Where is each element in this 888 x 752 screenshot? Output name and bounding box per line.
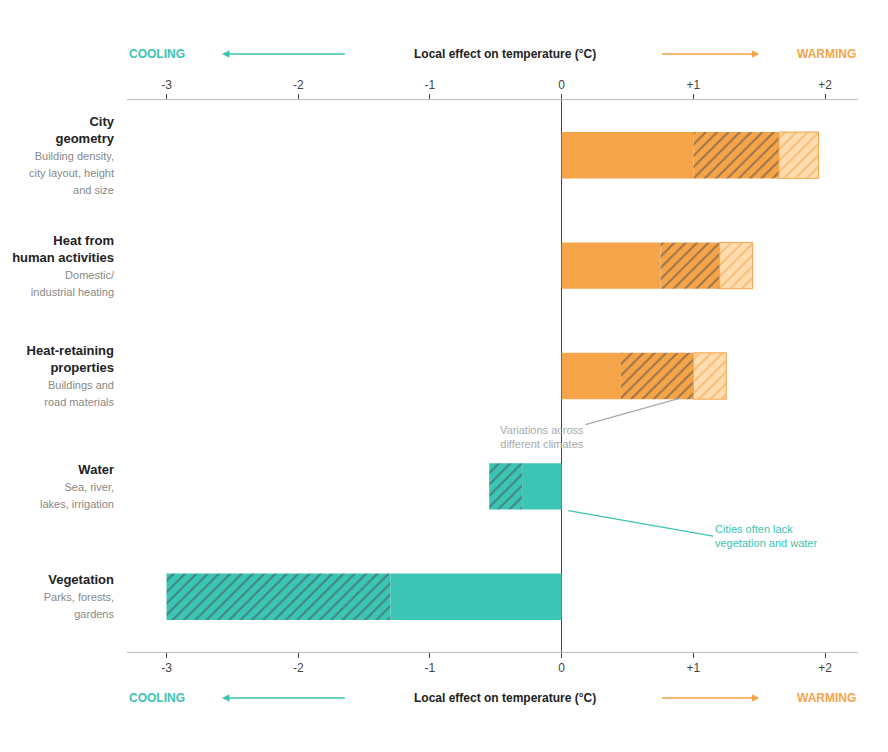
svg-text:-1: -1 (425, 661, 436, 675)
svg-text:VegetationParks, forests,garde: VegetationParks, forests,gardens (44, 572, 115, 620)
svg-text:-3: -3 (161, 661, 172, 675)
svg-text:+1: +1 (687, 78, 701, 92)
svg-text:WARMING: WARMING (797, 47, 856, 61)
svg-text:WARMING: WARMING (797, 691, 856, 705)
svg-text:-2: -2 (293, 78, 304, 92)
svg-text:Variations acrossdifferent cli: Variations acrossdifferent climates (500, 424, 584, 450)
svg-text:CitygeometryBuilding density,c: CitygeometryBuilding density,city layout… (29, 114, 115, 196)
svg-text:+1: +1 (687, 661, 701, 675)
svg-text:-1: -1 (425, 78, 436, 92)
svg-text:0: 0 (558, 78, 565, 92)
svg-text:WaterSea, river,lakes, irrigat: WaterSea, river,lakes, irrigation (40, 462, 114, 510)
svg-text:COOLING: COOLING (129, 47, 185, 61)
svg-text:Local effect on temperature (°: Local effect on temperature (°C) (414, 47, 596, 61)
svg-text:COOLING: COOLING (129, 691, 185, 705)
svg-text:Local effect on temperature (°: Local effect on temperature (°C) (414, 691, 596, 705)
svg-text:Heat-retainingpropertiesBuildi: Heat-retainingpropertiesBuildings androa… (27, 343, 115, 408)
svg-text:-3: -3 (161, 78, 172, 92)
svg-text:+2: +2 (818, 661, 832, 675)
svg-text:Cities often lackvegetation an: Cities often lackvegetation and water (715, 523, 817, 549)
svg-text:0: 0 (558, 661, 565, 675)
svg-text:+2: +2 (818, 78, 832, 92)
svg-text:Heat fromhuman activitiesDomes: Heat fromhuman activitiesDomestic/indust… (12, 233, 115, 298)
svg-text:-2: -2 (293, 661, 304, 675)
